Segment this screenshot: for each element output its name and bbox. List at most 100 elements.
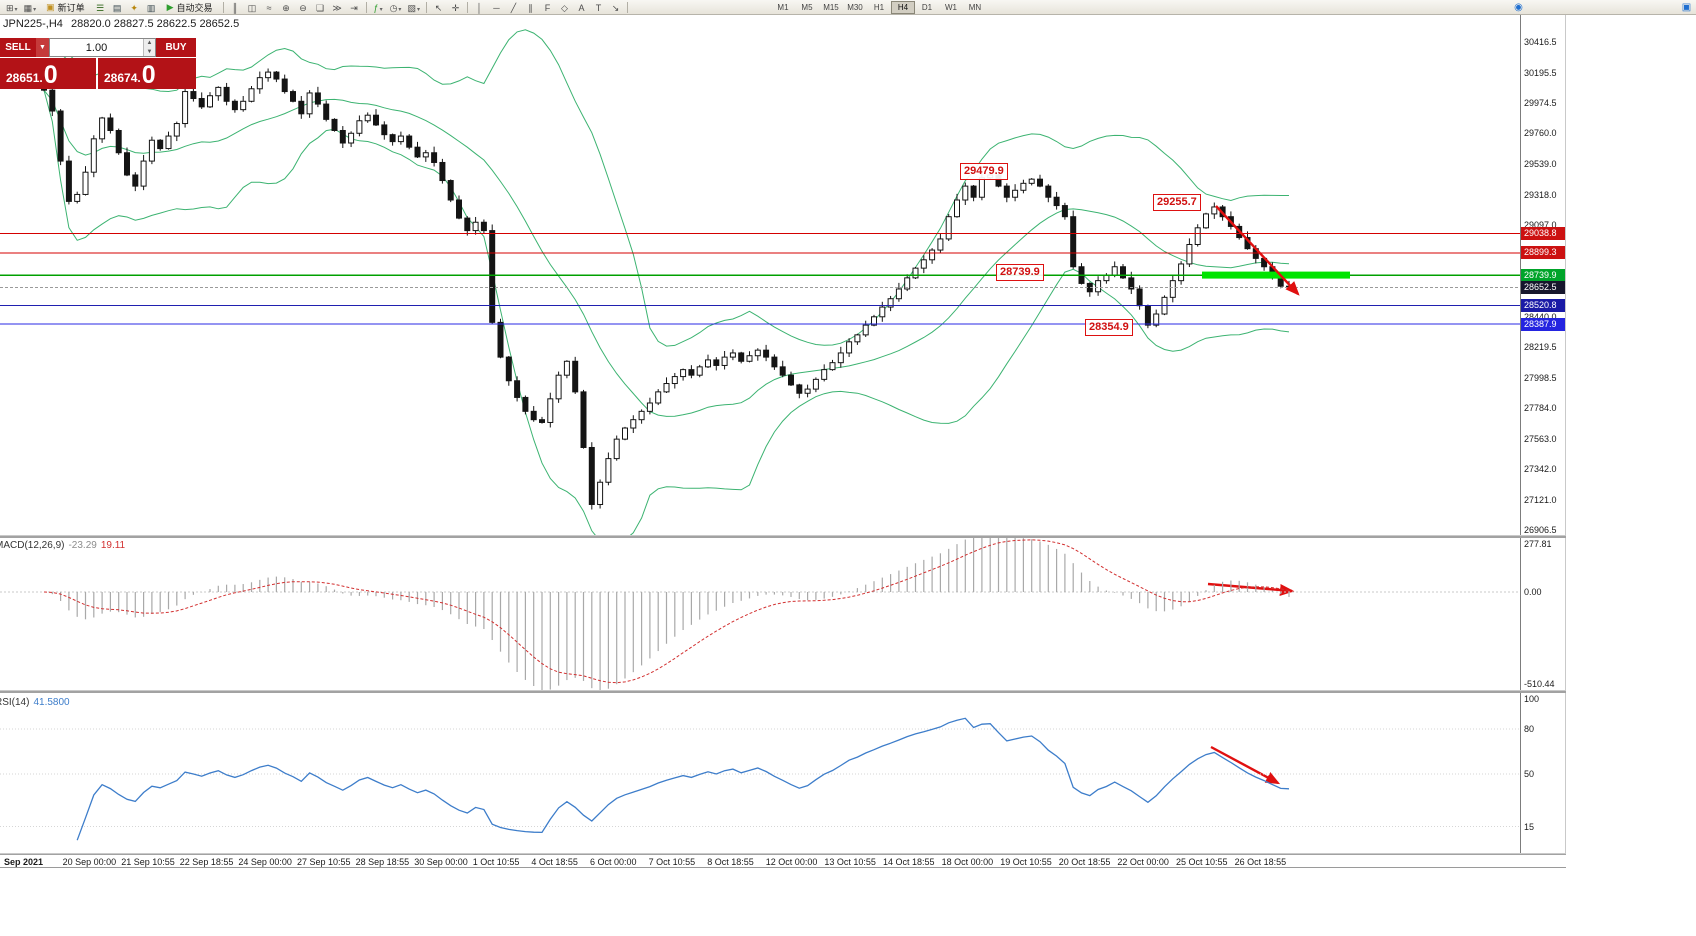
candle-body (646, 402, 653, 412)
date-axis[interactable] (0, 855, 1566, 868)
arrows-icon[interactable]: ↘ (611, 2, 620, 13)
profiles-icon[interactable]: ▦▾ (23, 2, 37, 13)
fibonacci-icon[interactable]: F (544, 2, 551, 13)
candle-body (107, 117, 114, 131)
volume-up-button[interactable]: ▲ (144, 39, 155, 48)
candle-body (829, 362, 836, 371)
date-label: 27 Sep 10:55 (297, 857, 351, 867)
candle-body (1037, 178, 1043, 187)
candle-body (339, 129, 346, 144)
candle-body (929, 249, 936, 261)
horizontal-line-icon[interactable]: ─ (493, 2, 500, 13)
text-icon[interactable]: A (578, 2, 585, 13)
macd-panel[interactable] (0, 538, 1520, 690)
channel-icon[interactable]: ∥ (528, 2, 533, 13)
timeframe-m1-button[interactable]: M1 (777, 2, 789, 12)
candle-body (895, 288, 902, 300)
candlestick-chart-icon[interactable]: ◫ (247, 2, 257, 13)
timeframe-d1-button[interactable]: D1 (921, 2, 933, 12)
order-type-dropdown[interactable]: ▼ (36, 38, 49, 57)
trend-arrow[interactable] (1207, 582, 1295, 596)
market-watch-icon[interactable]: ☰ (96, 2, 105, 13)
candle-body (514, 380, 521, 398)
navigator-icon[interactable]: ✦ (130, 2, 138, 13)
candle-body (1053, 196, 1060, 207)
timeframe-w1-button[interactable]: W1 (944, 2, 957, 12)
date-label: 22 Sep 18:55 (179, 857, 234, 867)
price-tick-label: 27563.0 (1524, 433, 1557, 444)
volume-value[interactable]: 1.00 (85, 41, 108, 54)
panel-divider[interactable] (0, 853, 1566, 855)
community-icon[interactable]: ▣ (1681, 2, 1692, 13)
timeframe-mn-button[interactable]: MN (968, 2, 982, 12)
price-tick-label: 28440.0 (1524, 312, 1557, 322)
candle-body (373, 114, 379, 126)
buy-button[interactable]: 28674. 0 (98, 58, 196, 89)
sell-label[interactable]: SELL (0, 38, 36, 57)
crosshair-icon[interactable]: ✛ (451, 2, 460, 13)
panel-divider[interactable] (0, 535, 1566, 538)
macd-value-main: -23.29 (68, 540, 97, 551)
panel-divider[interactable] (0, 690, 1566, 693)
timeframe-m30-button[interactable]: M30 (847, 2, 863, 12)
vertical-line-icon[interactable]: │ (476, 2, 483, 13)
cursor-icon[interactable]: ↖ (434, 2, 443, 13)
terminal-icon[interactable]: ▥ (146, 2, 156, 13)
timeframe-h4-button[interactable]: H4 (890, 0, 915, 14)
candle-body (265, 71, 272, 79)
auto-scroll-icon[interactable]: ≫ (332, 2, 342, 13)
price-callout[interactable]: 28739.9 (996, 264, 1044, 281)
label-icon[interactable]: T (595, 2, 602, 13)
search-icon[interactable]: ◉ (1514, 2, 1523, 13)
chart-shift-icon[interactable]: ⇥ (350, 2, 358, 13)
indicators-icon[interactable]: ƒ▾ (373, 2, 383, 13)
date-label: 12 Oct 00:00 (765, 857, 818, 867)
candle-body (713, 359, 720, 366)
candle-body (771, 356, 778, 368)
autotrading-button[interactable]: ▶ 自动交易 (162, 0, 218, 15)
buy-price-big-digit: 0 (141, 61, 156, 89)
sell-button[interactable]: 28651. 0 (0, 58, 96, 89)
new-order-button[interactable]: ▣ 新订单 (41, 0, 90, 15)
price-axis[interactable] (1520, 15, 1566, 868)
candle-body (157, 139, 164, 150)
tile-windows-icon[interactable]: ❏ (316, 2, 325, 13)
candle-body (705, 359, 711, 368)
candle-body (124, 152, 130, 176)
rsi-scale-label: 50 (1524, 769, 1535, 779)
candle-body (912, 267, 919, 279)
volume-down-button[interactable]: ▼ (144, 47, 155, 56)
line-chart-icon[interactable]: ≈ (266, 2, 272, 13)
price-callout[interactable]: 28354.9 (1085, 319, 1133, 336)
volume-input[interactable]: 1.00 ▲ ▼ (49, 38, 156, 57)
bar-chart-icon[interactable]: ║ (231, 2, 239, 13)
autotrading-icon: ▶ (166, 1, 174, 12)
trend-arrow[interactable] (1210, 745, 1281, 785)
price-callout[interactable]: 29479.9 (960, 163, 1008, 180)
candle-body (671, 376, 678, 385)
buy-label[interactable]: BUY (156, 38, 196, 57)
support-zone-bar[interactable] (1202, 271, 1350, 279)
timeframe-m5-button[interactable]: M5 (801, 2, 813, 12)
candle-body (879, 306, 886, 318)
templates-icon[interactable]: ▧▾ (407, 2, 420, 13)
rsi-panel[interactable] (0, 693, 1520, 853)
candle-body (547, 398, 554, 423)
rsi-scale-label: 15 (1524, 821, 1535, 832)
main-chart-panel[interactable] (0, 15, 1520, 535)
candle-body (1003, 185, 1010, 198)
timeframe-m15-button[interactable]: M15 (823, 2, 839, 12)
trendline-icon[interactable]: ╱ (510, 2, 517, 13)
date-label: 24 Sep 00:00 (238, 857, 292, 867)
candle-body (605, 458, 612, 483)
price-callout[interactable]: 29255.7 (1153, 194, 1201, 211)
new-chart-icon[interactable]: ⊞▾ (6, 2, 18, 13)
shapes-icon[interactable]: ◇ (561, 2, 568, 13)
main-toolbar: ⊞▾ ▦▾ ▣ 新订单 ☰ ▤ ✦ ▥ ▶ 自动交易 ║ ◫ ≈ ⊕ ⊖ ❏ ≫ ⇥ ƒ▾ ◷▾ ▧▾ ↖ ✛ │ ─ ╱ ∥ F ◇ A… (0, 0, 1696, 15)
data-window-icon[interactable]: ▤ (112, 2, 122, 13)
zoom-in-icon[interactable]: ⊕ (282, 2, 290, 13)
zoom-out-icon[interactable]: ⊖ (299, 2, 307, 13)
trend-arrow[interactable] (1215, 205, 1300, 296)
periods-icon[interactable]: ◷▾ (389, 2, 402, 13)
timeframe-h1-button[interactable]: H1 (873, 2, 885, 12)
